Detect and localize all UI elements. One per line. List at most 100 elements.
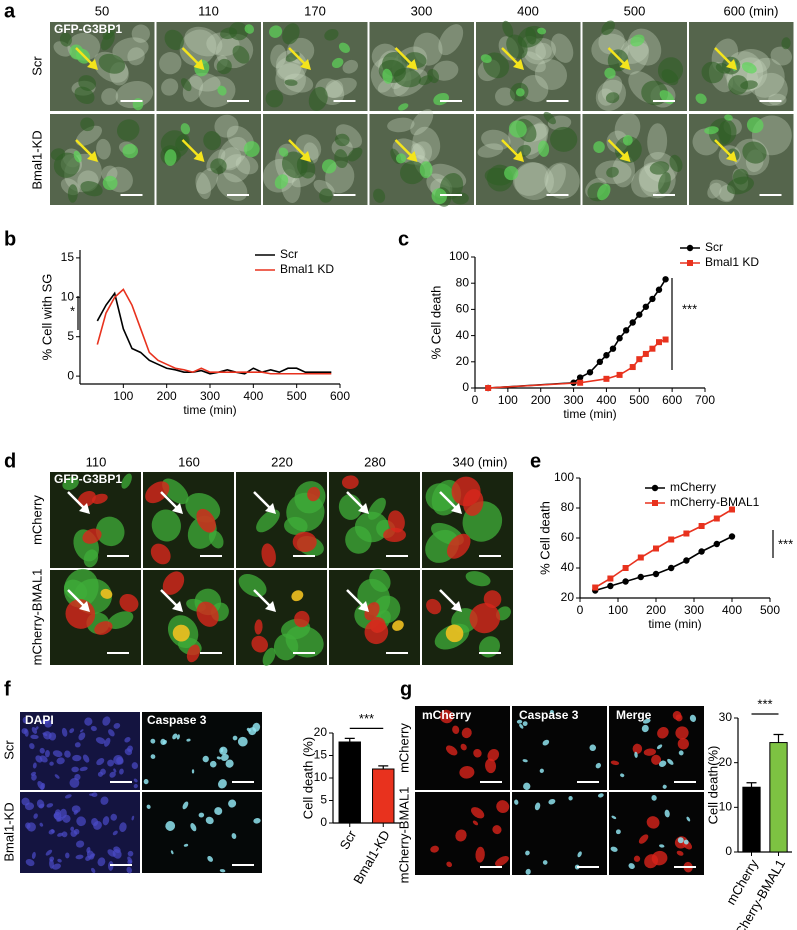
arrow-head bbox=[172, 601, 183, 612]
marker bbox=[652, 570, 660, 578]
cell bbox=[25, 822, 31, 829]
cell bbox=[649, 161, 670, 175]
cell bbox=[445, 624, 464, 643]
cell bbox=[308, 86, 328, 112]
cell bbox=[119, 822, 127, 833]
cell bbox=[102, 26, 116, 40]
cell bbox=[419, 161, 433, 179]
x-tick-label: 100 bbox=[113, 389, 133, 403]
cell bbox=[124, 737, 131, 743]
marker bbox=[616, 335, 623, 342]
cell bbox=[172, 624, 190, 642]
marker bbox=[576, 374, 584, 381]
marker bbox=[668, 536, 675, 543]
y-tick-label: 20 bbox=[456, 354, 470, 368]
image-label: Merge bbox=[616, 708, 652, 722]
cell bbox=[642, 718, 651, 724]
cell bbox=[643, 748, 656, 756]
cell bbox=[97, 771, 104, 777]
cell bbox=[98, 53, 126, 74]
cell bbox=[686, 816, 691, 822]
marker bbox=[683, 557, 690, 564]
cell bbox=[251, 635, 268, 653]
cell bbox=[91, 867, 96, 874]
micrograph bbox=[689, 22, 794, 111]
cell bbox=[74, 86, 95, 105]
panel-label: e bbox=[530, 450, 541, 472]
marker bbox=[728, 533, 736, 540]
cell bbox=[36, 799, 45, 809]
cell bbox=[238, 574, 267, 597]
cell bbox=[65, 852, 70, 859]
cell bbox=[80, 117, 95, 132]
cell bbox=[392, 620, 404, 631]
arrow bbox=[288, 139, 306, 157]
significance-label: *** bbox=[359, 711, 374, 726]
cell bbox=[143, 778, 149, 785]
cell bbox=[113, 768, 117, 773]
cell bbox=[522, 721, 528, 726]
y-tick-label: 60 bbox=[561, 530, 575, 544]
cell bbox=[42, 732, 48, 736]
cell bbox=[162, 740, 167, 745]
cell bbox=[473, 748, 482, 758]
cell bbox=[519, 723, 524, 729]
micrograph bbox=[143, 472, 234, 568]
arrow bbox=[288, 47, 306, 65]
cell bbox=[180, 123, 191, 135]
cell bbox=[218, 779, 227, 789]
cell bbox=[455, 829, 467, 842]
cell bbox=[170, 850, 174, 855]
x-tick-label: 600 bbox=[662, 393, 682, 407]
cell bbox=[108, 729, 115, 737]
arrow bbox=[67, 589, 85, 607]
cell bbox=[537, 140, 550, 157]
cell bbox=[543, 111, 556, 125]
marker bbox=[616, 371, 623, 378]
cell bbox=[56, 757, 65, 765]
cell bbox=[64, 794, 72, 799]
cell bbox=[75, 840, 85, 848]
bar bbox=[769, 742, 788, 853]
cell bbox=[32, 762, 37, 769]
cell bbox=[689, 714, 697, 722]
cell bbox=[644, 854, 659, 869]
cell bbox=[198, 812, 205, 818]
cell bbox=[334, 149, 348, 169]
cell bbox=[198, 76, 236, 108]
cell bbox=[104, 737, 111, 747]
cell bbox=[126, 866, 132, 874]
cell bbox=[426, 598, 442, 615]
marker bbox=[629, 319, 636, 326]
cell bbox=[741, 62, 757, 74]
cell bbox=[49, 859, 54, 869]
x-tick-label: 400 bbox=[722, 603, 742, 617]
cell bbox=[646, 816, 660, 829]
micrograph bbox=[609, 792, 704, 875]
cell bbox=[208, 530, 224, 549]
cell bbox=[96, 758, 105, 766]
arrow bbox=[394, 47, 413, 65]
cell bbox=[324, 28, 339, 41]
cell bbox=[254, 619, 263, 635]
cell bbox=[232, 735, 238, 741]
marker bbox=[668, 564, 675, 572]
time-label: 280 bbox=[364, 454, 386, 469]
cell bbox=[284, 516, 308, 535]
cell bbox=[150, 738, 156, 744]
cell bbox=[261, 543, 276, 567]
cell bbox=[610, 846, 618, 852]
cell bbox=[410, 109, 434, 136]
micrograph bbox=[156, 22, 261, 111]
arrow bbox=[501, 47, 519, 65]
time-label: 500 bbox=[624, 3, 646, 18]
x-tick-label: 400 bbox=[596, 393, 616, 407]
cell bbox=[704, 126, 719, 135]
significance-label: *** bbox=[757, 696, 772, 711]
cell bbox=[162, 478, 189, 505]
marker bbox=[636, 311, 643, 318]
cell bbox=[61, 727, 68, 737]
cell bbox=[597, 793, 604, 798]
cell bbox=[165, 820, 176, 831]
cell bbox=[89, 853, 96, 858]
